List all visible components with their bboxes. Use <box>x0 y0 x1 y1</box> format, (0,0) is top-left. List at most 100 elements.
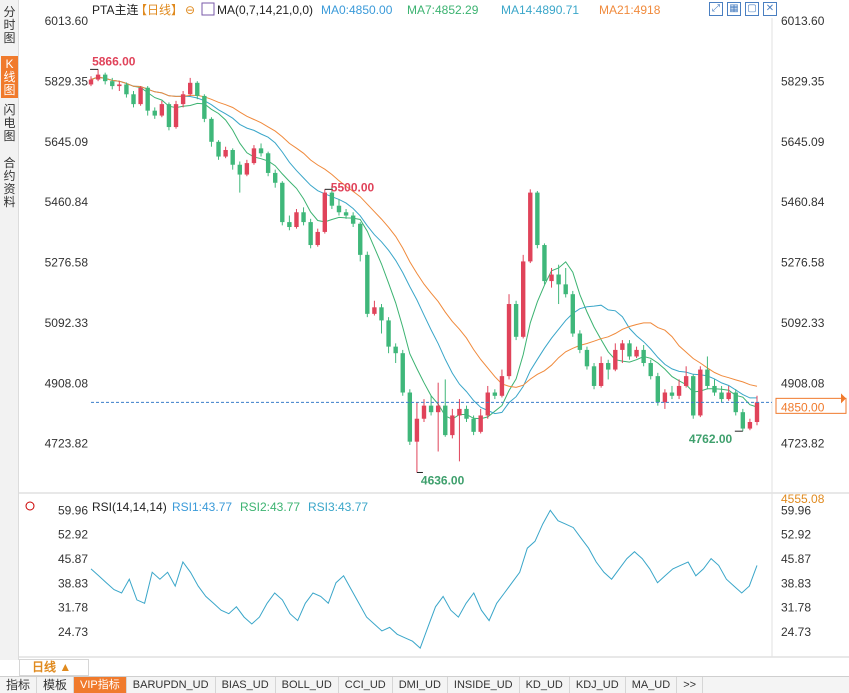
indicator-tab-4[interactable]: BIAS_UD <box>216 677 276 693</box>
candle-body <box>740 412 746 429</box>
candle-body <box>265 153 271 173</box>
candle-body <box>117 84 122 87</box>
candle-body <box>698 369 703 416</box>
candle-body <box>187 82 193 95</box>
candle-body <box>159 104 165 116</box>
restore-icon[interactable]: ▢ <box>745 2 759 16</box>
candle-body <box>492 392 498 396</box>
candle-body <box>747 422 753 429</box>
candle-body <box>627 343 632 357</box>
candle-body <box>528 192 533 262</box>
left-price-tick: 5460.84 <box>45 195 89 209</box>
candle-body <box>634 349 639 357</box>
rsi-left-tick: 45.87 <box>58 552 88 566</box>
ma-line-ma21 <box>90 76 758 388</box>
indicator-tab-7[interactable]: DMI_UD <box>393 677 448 693</box>
time-axis: 2024/08 2024/09 2024/10 2024/11/13 星期三 <box>185 659 708 660</box>
candle-body <box>251 148 257 164</box>
right-price-tick: 5645.09 <box>781 135 825 149</box>
candle-body <box>719 392 724 400</box>
candle-body <box>754 402 760 423</box>
price-annotations: 5866.00 5500.00 4636.00 4762.00 <box>90 54 743 487</box>
right-price-tick: 6013.60 <box>781 14 825 28</box>
candle-body <box>336 205 342 213</box>
rsi-settings-icon <box>25 501 35 511</box>
candle-body <box>393 346 398 354</box>
left-price-tick: 5829.35 <box>45 74 89 88</box>
indicator-tab-2[interactable]: VIP指标 <box>74 677 127 693</box>
ma-lines <box>90 76 758 420</box>
candle-body <box>549 274 554 282</box>
expand-icon[interactable]: ⤢ <box>709 2 723 16</box>
candle-body <box>712 385 717 393</box>
indicator-tab-12[interactable]: >> <box>677 677 704 693</box>
candle-body <box>513 304 519 337</box>
period-button[interactable]: 日线 ▲ <box>19 659 89 676</box>
candle-body <box>464 408 469 419</box>
sidebar-tab-1[interactable]: K线图 <box>1 56 18 98</box>
candle-body <box>435 405 441 413</box>
chart-header: PTA主连【日线】 ⊖ MA(0,7,14,21,0,0) MA0:4850.00 MA… <box>92 2 661 17</box>
candle-body <box>350 215 356 224</box>
candle-body <box>584 349 590 367</box>
rsi-left-tick: 31.78 <box>58 601 88 615</box>
candle-body <box>124 84 129 95</box>
grid-icon[interactable]: ▦ <box>727 2 741 16</box>
sidebar-tab-0[interactable]: 分时图 <box>3 5 16 45</box>
candles <box>88 69 760 473</box>
candle-body <box>520 261 526 337</box>
left-price-tick: 5645.09 <box>45 135 89 149</box>
low2-label: 4762.00 <box>689 432 733 446</box>
settings-icon: ⊖ <box>185 3 195 17</box>
indicator-tab-8[interactable]: INSIDE_UD <box>448 677 520 693</box>
rsi-value-0: RSI1:43.77 <box>172 500 232 514</box>
indicator-tab-0[interactable]: 指标 <box>0 677 38 693</box>
indicator-tab-9[interactable]: KD_UD <box>520 677 570 693</box>
right-price-tick: 5092.33 <box>781 316 825 330</box>
candle-body <box>691 376 696 416</box>
candle-body <box>662 392 668 403</box>
candle-body <box>726 392 731 400</box>
left-price-tick: 6013.60 <box>45 14 89 28</box>
candle-body <box>598 363 604 386</box>
left-price-tick: 5092.33 <box>45 316 89 330</box>
indicator-tab-10[interactable]: KDJ_UD <box>570 677 626 693</box>
candle-body <box>613 349 618 370</box>
candle-body <box>180 94 186 105</box>
candle-body <box>428 405 434 413</box>
candle-body <box>485 392 490 416</box>
rsi-right-tick: 38.83 <box>781 576 811 590</box>
candle-body <box>570 294 575 334</box>
right-price-tick: 5276.58 <box>781 256 825 270</box>
indicator-tab-1[interactable]: 模板 <box>37 677 75 693</box>
sidebar-tab-2[interactable]: 闪电图 <box>3 103 16 143</box>
candle-body <box>669 392 675 396</box>
indicator-tab-11[interactable]: MA_UD <box>626 677 678 693</box>
rsi-right-tick: 52.92 <box>781 528 811 542</box>
high1-label: 5866.00 <box>92 54 136 68</box>
sidebar-tab-3[interactable]: 合约资料 <box>3 156 16 209</box>
candle-body <box>606 363 611 370</box>
kline-chart[interactable]: 5866.00 5500.00 4636.00 4762.00 6013.60 5829… <box>19 0 849 660</box>
time-label-0: 2024/08 <box>185 659 229 660</box>
price-axis-bottom: 4555.08 <box>781 492 825 506</box>
candle-body <box>591 366 597 386</box>
candle-body <box>414 418 420 442</box>
ma-value-0: MA0:4850.00 <box>321 3 393 17</box>
rsi-left-tick: 24.73 <box>58 625 88 639</box>
candle-body <box>506 304 512 377</box>
candle-body <box>202 95 207 119</box>
candle-body <box>280 182 285 223</box>
candle-body <box>471 418 476 432</box>
close-icon[interactable]: ✕ <box>763 2 777 16</box>
symbol-label: PTA主连 <box>92 2 138 17</box>
candle-body <box>620 343 625 350</box>
ma-toggle-label: MA(0,7,14,21,0,0) <box>217 3 313 17</box>
period-label: 【日线】 <box>135 3 183 17</box>
right-price-tick: 5829.35 <box>781 74 825 88</box>
indicator-tab-5[interactable]: BOLL_UD <box>276 677 339 693</box>
indicator-tab-6[interactable]: CCI_UD <box>339 677 393 693</box>
indicator-tab-3[interactable]: BARUPDN_UD <box>127 677 216 693</box>
candle-body <box>216 141 221 157</box>
candle-body <box>478 415 483 432</box>
